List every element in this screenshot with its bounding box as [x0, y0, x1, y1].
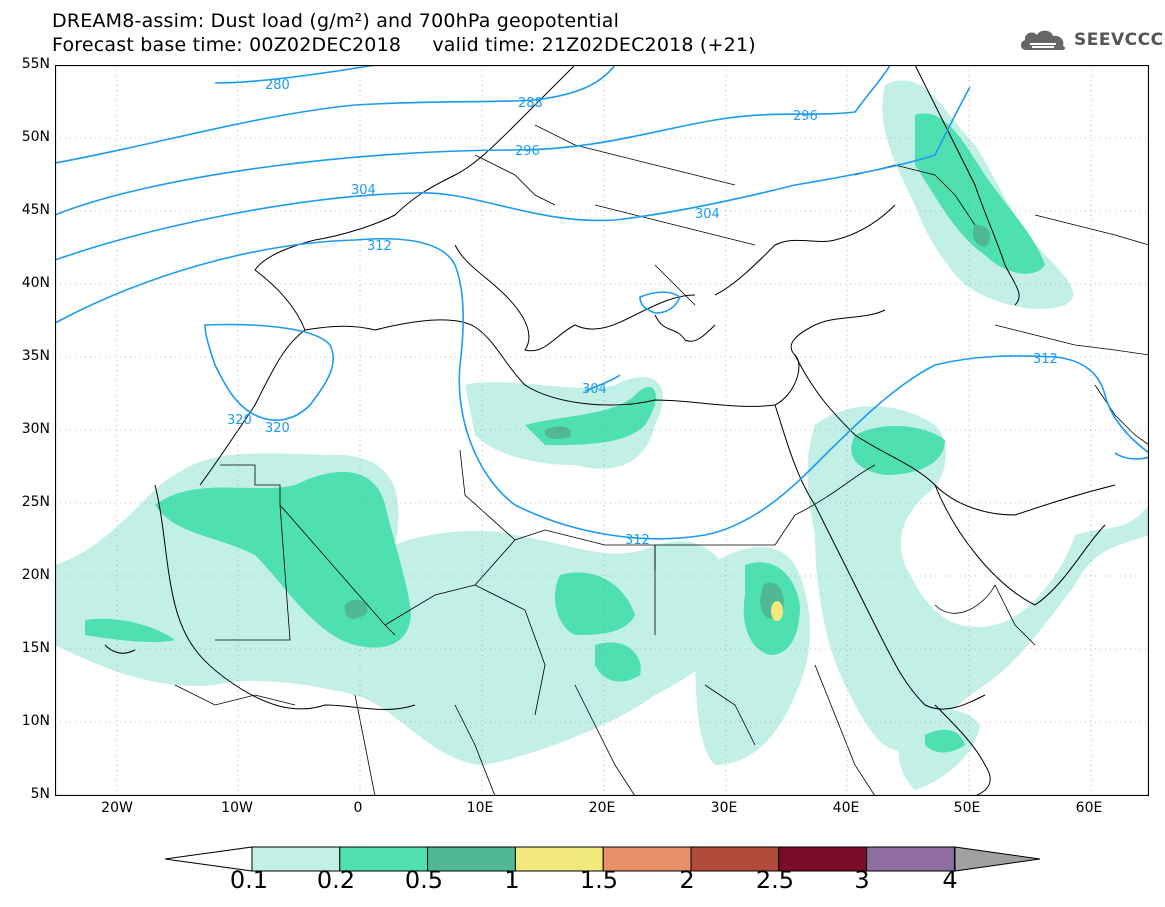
lon-label: 10W [221, 800, 253, 816]
colorbar-swatch [690, 846, 780, 872]
colorbar-label: 1 [504, 866, 520, 894]
contour-label: 320 [227, 413, 252, 428]
colorbar-label: 2 [679, 866, 695, 894]
lon-label: 20E [588, 800, 616, 816]
colorbar-swatch [602, 846, 692, 872]
lat-label: 5N [30, 786, 50, 802]
lat-label: 20N [21, 567, 50, 583]
colorbar-swatch [251, 846, 341, 872]
lon-label: 40E [832, 800, 860, 816]
contour-labels: 280 288 296 296 304 304 312 312 312 304 … [227, 78, 1058, 548]
map-frame [55, 65, 1149, 796]
lat-label: 30N [21, 421, 50, 437]
lon-label: 20W [101, 800, 133, 816]
contour-label: 312 [367, 239, 392, 254]
colorbar-swatch [778, 846, 868, 872]
contour-label: 280 [265, 78, 290, 93]
colorbar-swatch [866, 846, 955, 872]
contour-label: 320 [265, 421, 290, 436]
dust-map: 280 288 296 296 304 304 312 312 312 304 … [55, 65, 1149, 796]
contour-label: 312 [1033, 352, 1058, 367]
lon-label: 30E [710, 800, 738, 816]
title-line-1: DREAM8-assim: Dust load (g/m²) and 700hP… [52, 10, 620, 32]
logo-text: SEEVCCC [1074, 30, 1164, 50]
country-borders [174, 124, 1149, 796]
lon-label: 0 [353, 800, 363, 816]
lon-label: 10E [466, 800, 494, 816]
lat-label: 45N [21, 202, 50, 218]
colorbar-label: 3 [854, 866, 870, 894]
lat-label: 50N [21, 129, 50, 145]
lat-label: 35N [21, 348, 50, 364]
lat-label: 25N [21, 494, 50, 510]
dust-fields [55, 80, 1149, 790]
lat-label: 55N [21, 56, 50, 72]
contour-label: 296 [793, 109, 818, 124]
lat-label: 15N [21, 640, 50, 656]
seevccc-logo: SEEVCCC [1018, 26, 1163, 56]
lon-label: 50E [953, 800, 981, 816]
cloud-icon [1020, 30, 1066, 50]
colorbar [164, 846, 1041, 872]
contour-label: 312 [625, 533, 650, 548]
lat-label: 40N [21, 275, 50, 291]
lon-label: 60E [1075, 800, 1103, 816]
colorbar-label: 0.5 [404, 866, 444, 894]
geopotential-contours [55, 65, 1149, 540]
contour-label: 304 [351, 183, 376, 198]
contour-label: 288 [518, 96, 543, 111]
colorbar-high-arrow [954, 846, 1041, 872]
title-line-2: Forecast base time: 00Z02DEC2018 valid t… [52, 34, 756, 56]
contour-label: 304 [582, 382, 607, 397]
colorbar-label: 2.5 [755, 866, 795, 894]
colorbar-swatch [514, 846, 604, 872]
colorbar-label: 4 [942, 866, 958, 894]
contour-label: 304 [695, 207, 720, 222]
contour-label: 296 [515, 144, 540, 159]
colorbar-label: 0.2 [316, 866, 356, 894]
grid-lines [55, 65, 1149, 796]
colorbar-label: 0.1 [229, 866, 269, 894]
colorbar-label: 1.5 [579, 866, 619, 894]
lat-label: 10N [21, 713, 50, 729]
coastlines [104, 65, 1116, 796]
